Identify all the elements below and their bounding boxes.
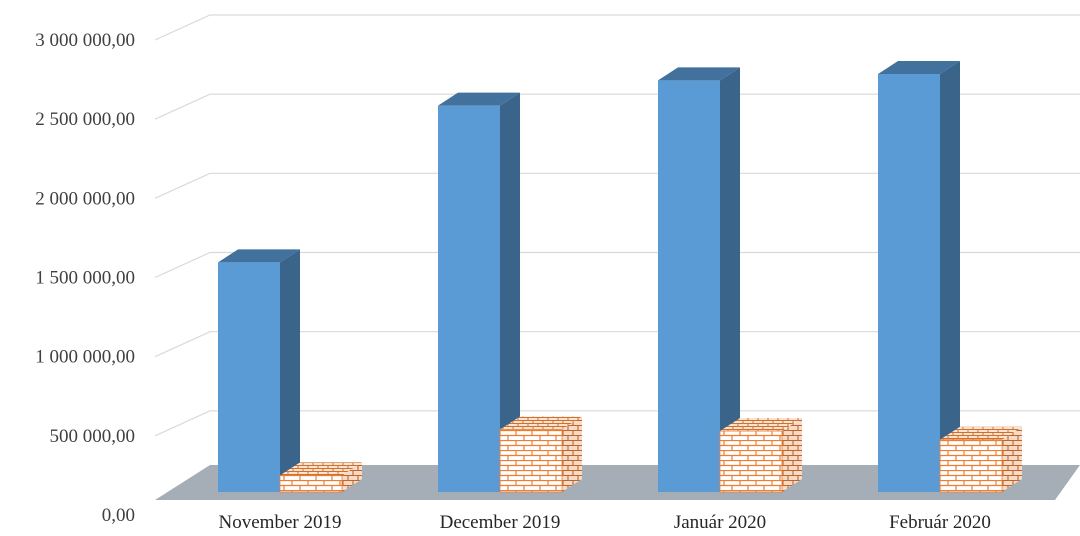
gridlines <box>154 14 1080 437</box>
bar-top <box>940 426 1022 440</box>
bar-side <box>280 249 300 492</box>
y-tick-label: 2 500 000,00 <box>35 109 135 130</box>
gridline <box>154 331 1080 358</box>
bar-outline <box>279 474 343 493</box>
bar-side <box>782 418 802 492</box>
x-category-label: Február 2020 <box>889 512 991 533</box>
bar-side <box>500 92 520 493</box>
bar-outline <box>939 439 1003 493</box>
bar-series1-2 <box>658 67 740 492</box>
y-tick-label: 3 000 000,00 <box>35 30 135 51</box>
bar-series2-3 <box>940 426 1022 492</box>
bars <box>218 61 1022 493</box>
bar-side <box>1002 426 1022 492</box>
bar-series2-1 <box>500 416 582 492</box>
gridline <box>154 251 1080 279</box>
bar-front <box>438 105 500 493</box>
y-tick-label: 500 000,00 <box>50 426 136 447</box>
bar-front <box>720 431 782 492</box>
bar-side <box>562 416 582 492</box>
bar-top <box>438 92 520 106</box>
chart-floor <box>155 465 1080 500</box>
gridline <box>154 410 1080 437</box>
bar-front <box>500 429 562 492</box>
bar-front <box>280 475 342 492</box>
bar-top <box>658 67 740 81</box>
bar-outline <box>499 429 563 493</box>
bar-series1-1 <box>438 92 520 493</box>
bar-front <box>940 439 1002 492</box>
y-tick-label: 1 000 000,00 <box>35 347 135 368</box>
floor-plane <box>155 465 1080 500</box>
y-tick-label: 2 000 000,00 <box>35 188 135 209</box>
bar-side <box>342 462 362 492</box>
bar-top <box>500 416 582 430</box>
bar-top <box>720 418 802 432</box>
gridline <box>154 93 1080 120</box>
bar-side <box>720 67 740 492</box>
bar-front <box>218 262 280 492</box>
bar-series1-3 <box>878 61 960 492</box>
y-tick-label: 1 500 000,00 <box>35 268 135 289</box>
bar-front <box>878 74 940 492</box>
x-category-label: November 2019 <box>219 512 342 533</box>
bar-series1-0 <box>218 249 300 492</box>
y-axis-tick-labels: 0,00 500 000,00 1 000 000,00 1 500 000,00 2 … <box>35 30 135 526</box>
bar-series2-2 <box>720 418 802 492</box>
gridline <box>154 172 1080 199</box>
bar-front <box>658 80 720 492</box>
bar-top <box>218 249 300 263</box>
bar-side <box>940 61 960 492</box>
bar-series2-0 <box>280 462 362 492</box>
bar-top <box>280 462 362 476</box>
bar-top <box>878 61 960 74</box>
gridline <box>154 14 1080 41</box>
bar-outline <box>719 430 783 493</box>
y-tick-label: 0,00 <box>102 505 135 526</box>
x-axis-category-labels: November 2019 December 2019 Január 2020 Feb… <box>219 512 991 533</box>
x-category-label: December 2019 <box>440 512 561 533</box>
x-category-label: Január 2020 <box>674 512 766 533</box>
